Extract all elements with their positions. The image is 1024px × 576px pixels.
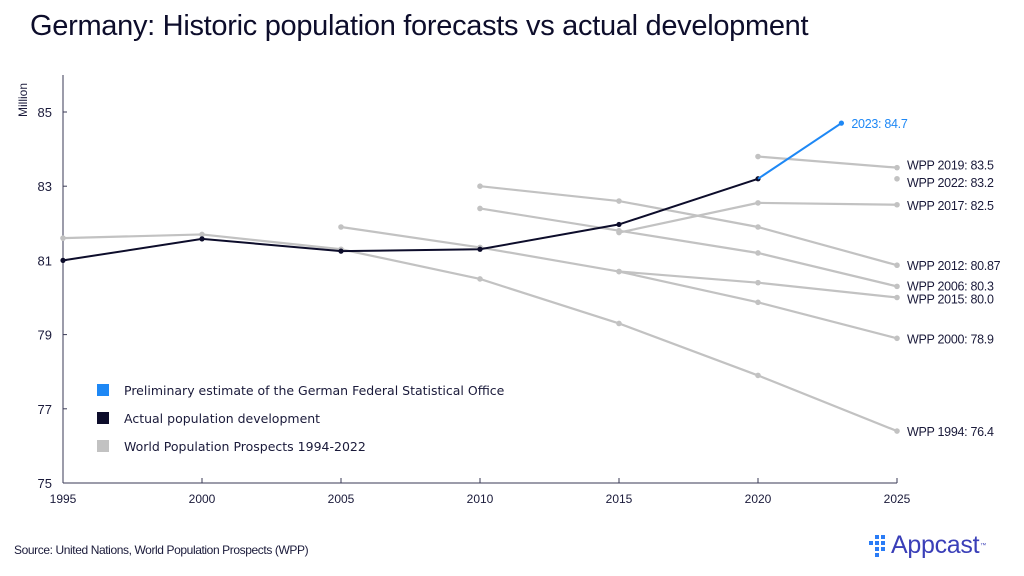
data-point [755, 250, 761, 256]
data-point [755, 299, 761, 306]
series-line-wpp2012 [479, 185, 898, 267]
series-wpp2019 [755, 153, 900, 171]
end-label-wpp2012: WPP 2012: 80.87 [907, 259, 1001, 273]
source-note: Source: United Nations, World Population… [14, 543, 309, 557]
data-point [755, 200, 761, 206]
chart-title: Germany: Historic population forecasts v… [30, 10, 809, 42]
series-line-wpp2006 [479, 207, 898, 288]
legend-label: Preliminary estimate of the German Feder… [124, 382, 505, 398]
series-line-actual [62, 177, 759, 262]
series-wpp2022 [894, 175, 900, 182]
y-tick-label: 85 [38, 105, 52, 120]
data-point [477, 183, 483, 189]
x-tick-label: 2000 [189, 492, 216, 506]
series-wpp2017 [616, 200, 900, 236]
y-tick-label: 75 [38, 476, 52, 491]
end-label-wpp2015: WPP 2015: 80.0 [907, 293, 994, 307]
legend-item-forecast: World Population Prospects 1994-2022 [97, 432, 504, 460]
data-point [894, 201, 900, 208]
y-tick-label: 81 [38, 253, 52, 268]
x-tick-label: 2020 [745, 492, 772, 506]
data-point [338, 248, 344, 254]
end-label-preliminary: 2023: 84.7 [851, 117, 907, 131]
x-tick-label: 2005 [328, 492, 355, 506]
end-label-wpp2006: WPP 2006: 80.3 [907, 279, 994, 293]
data-point [477, 246, 483, 252]
y-tick-label: 77 [38, 402, 52, 417]
data-point [616, 320, 622, 327]
data-point [894, 175, 900, 182]
x-tick-label: 2010 [467, 492, 494, 506]
end-label-wpp2022: WPP 2022: 83.2 [907, 176, 994, 190]
legend-label: Actual population development [124, 410, 321, 426]
data-point [477, 276, 483, 282]
data-point [616, 198, 622, 204]
appcast-dots-icon [869, 534, 885, 557]
data-point [616, 268, 622, 275]
data-point [838, 120, 845, 126]
data-point [338, 224, 344, 230]
series-line-wpp2019 [757, 155, 898, 169]
x-tick-label: 1995 [50, 492, 77, 506]
legend: Preliminary estimate of the German Feder… [97, 376, 504, 460]
y-axis-label: Million [16, 83, 30, 117]
data-point [199, 231, 205, 238]
end-label-wpp2017: WPP 2017: 82.5 [907, 199, 994, 213]
logo-trademark: ™ [980, 542, 987, 549]
data-point [60, 235, 66, 241]
legend-swatch-preliminary [97, 384, 109, 396]
data-point [755, 153, 761, 160]
appcast-logo: Appcast ™ [869, 531, 986, 560]
x-tick-label: 2025 [884, 492, 911, 506]
legend-swatch-forecast [97, 440, 109, 452]
legend-item-actual: Actual population development [97, 404, 504, 432]
data-point [894, 335, 900, 342]
series-wpp1994 [60, 231, 900, 434]
data-point [894, 294, 900, 301]
data-point [616, 229, 622, 236]
series-layer [60, 120, 900, 434]
data-point [199, 236, 205, 242]
data-point [894, 262, 900, 269]
axes: 75 77 79 81 83 85 1995 2000 2005 2010 2015 2020 2025 [38, 75, 911, 506]
data-point [894, 428, 900, 434]
y-tick-label: 79 [38, 328, 52, 343]
series-line-preliminary [757, 122, 842, 180]
data-point [894, 164, 900, 171]
series-wpp2015 [616, 268, 900, 301]
y-tick-label: 83 [38, 179, 52, 194]
legend-swatch-actual [97, 412, 109, 424]
data-point [894, 283, 900, 290]
series-actual [60, 176, 761, 263]
data-point [755, 372, 761, 379]
data-point [616, 221, 622, 228]
data-point [60, 257, 66, 263]
data-point [755, 279, 761, 286]
series-wpp2012 [477, 183, 900, 269]
legend-label: World Population Prospects 1994-2022 [124, 438, 366, 454]
end-label-wpp1994: WPP 1994: 76.4 [907, 425, 994, 439]
end-label-wpp2000: WPP 2000: 78.9 [907, 332, 994, 346]
logo-text: Appcast [891, 531, 980, 559]
series-preliminary [757, 120, 845, 180]
x-tick-label: 2015 [606, 492, 633, 506]
end-label-wpp2019: WPP 2019: 83.5 [907, 159, 994, 173]
data-point [755, 224, 761, 230]
end-labels: WPP 1994: 76.4 WPP 2000: 78.9 WPP 2006: 80… [851, 117, 1001, 439]
legend-item-preliminary: Preliminary estimate of the German Feder… [97, 376, 504, 404]
data-point [477, 205, 483, 212]
